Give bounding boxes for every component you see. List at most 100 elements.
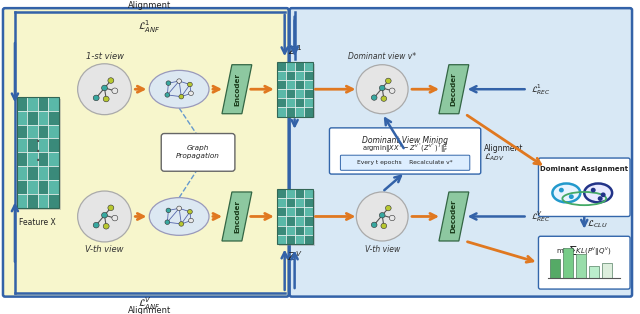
Bar <box>303 216 312 225</box>
FancyBboxPatch shape <box>161 133 235 171</box>
FancyBboxPatch shape <box>290 8 632 297</box>
Bar <box>576 254 586 278</box>
Circle shape <box>112 88 118 94</box>
Circle shape <box>165 220 170 225</box>
Bar <box>48 111 59 125</box>
Bar <box>276 98 285 107</box>
Bar <box>550 259 561 278</box>
Bar <box>303 207 312 216</box>
Bar <box>285 98 294 107</box>
Bar <box>303 189 312 198</box>
Bar <box>285 62 294 71</box>
Circle shape <box>103 224 109 229</box>
Bar <box>285 235 294 244</box>
Bar <box>276 89 285 98</box>
Bar <box>285 80 294 89</box>
Bar <box>285 225 294 235</box>
Bar <box>48 166 59 180</box>
Circle shape <box>108 205 114 211</box>
Bar <box>294 98 303 107</box>
Bar <box>285 189 294 198</box>
Bar <box>285 216 294 225</box>
Bar <box>294 207 303 216</box>
Bar <box>17 111 28 125</box>
Circle shape <box>189 218 193 223</box>
Bar <box>17 125 28 138</box>
Bar <box>294 198 303 207</box>
Text: $\mathrm{argmin}\|XX^T - Z^{v^*}(Z^{v^*})^T\|_F^2$: $\mathrm{argmin}\|XX^T - Z^{v^*}(Z^{v^*}… <box>362 141 448 156</box>
Circle shape <box>188 82 192 87</box>
FancyBboxPatch shape <box>3 8 289 297</box>
Bar <box>38 97 48 111</box>
Text: $\mathcal{L}^V_{ANF}$: $\mathcal{L}^V_{ANF}$ <box>138 295 161 311</box>
Circle shape <box>102 212 108 218</box>
Text: Dominant Assignment: Dominant Assignment <box>540 165 628 171</box>
Bar <box>276 198 285 207</box>
Circle shape <box>356 192 408 241</box>
Text: 1-st view: 1-st view <box>86 52 124 61</box>
Circle shape <box>93 222 99 228</box>
Text: Dominant view v*: Dominant view v* <box>348 52 416 61</box>
Bar <box>294 216 303 225</box>
Text: ·: · <box>35 152 41 171</box>
Bar <box>294 235 303 244</box>
Text: ·: · <box>35 143 41 162</box>
Bar <box>294 107 303 116</box>
Bar <box>303 107 312 116</box>
Circle shape <box>601 192 605 197</box>
FancyBboxPatch shape <box>330 128 481 174</box>
Polygon shape <box>222 192 252 241</box>
Text: Alignment: Alignment <box>127 306 171 314</box>
Circle shape <box>166 208 171 213</box>
Text: Decoder: Decoder <box>451 200 457 233</box>
Polygon shape <box>439 192 469 241</box>
Bar <box>17 194 28 208</box>
Bar <box>276 235 285 244</box>
Bar <box>303 225 312 235</box>
Bar <box>17 138 28 152</box>
Ellipse shape <box>552 183 580 202</box>
Bar <box>285 71 294 80</box>
Bar <box>48 125 59 138</box>
Text: $Z^V$: $Z^V$ <box>287 250 302 263</box>
Bar <box>48 97 59 111</box>
Circle shape <box>385 205 391 211</box>
Bar <box>17 97 28 111</box>
Text: Alignment: Alignment <box>484 144 524 153</box>
Bar <box>38 138 48 152</box>
Bar <box>276 189 285 198</box>
Bar <box>17 97 59 208</box>
Circle shape <box>389 215 395 221</box>
Bar <box>38 125 48 138</box>
Bar <box>28 125 38 138</box>
Circle shape <box>591 188 596 192</box>
Bar <box>276 189 312 244</box>
Text: Graph
Propagation: Graph Propagation <box>176 145 220 160</box>
Bar <box>17 166 28 180</box>
Circle shape <box>380 213 385 218</box>
Circle shape <box>177 206 182 211</box>
Bar <box>294 80 303 89</box>
Circle shape <box>112 215 118 221</box>
Circle shape <box>166 81 171 85</box>
Bar <box>38 180 48 194</box>
Bar <box>276 71 285 80</box>
Circle shape <box>108 78 114 83</box>
Circle shape <box>188 209 192 214</box>
Bar <box>276 216 285 225</box>
Text: Feature X: Feature X <box>19 218 56 227</box>
Circle shape <box>77 191 131 242</box>
FancyBboxPatch shape <box>340 155 470 170</box>
Bar <box>38 111 48 125</box>
Bar <box>294 189 303 198</box>
Bar <box>38 194 48 208</box>
Bar <box>294 71 303 80</box>
Bar <box>38 166 48 180</box>
Bar <box>48 180 59 194</box>
Polygon shape <box>222 65 252 114</box>
Circle shape <box>371 222 377 228</box>
Polygon shape <box>439 65 469 114</box>
Bar <box>276 80 285 89</box>
Bar <box>28 138 38 152</box>
Circle shape <box>598 196 603 201</box>
